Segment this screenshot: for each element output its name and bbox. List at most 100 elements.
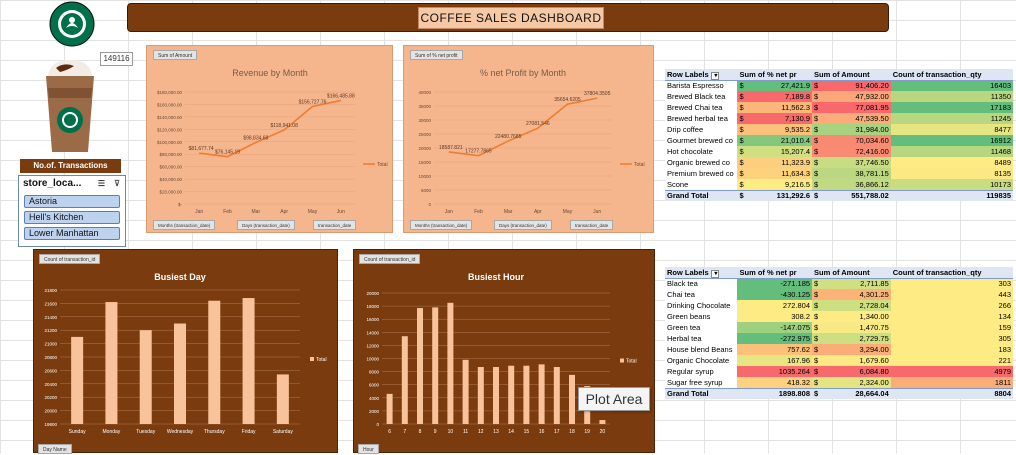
table-row[interactable]: Brewed Black tea $7,189.8 $47,932.00 11350 xyxy=(665,91,1013,102)
table-row[interactable]: Barista Espresso $27,421.9 $91,406.20 16403 xyxy=(665,80,1013,91)
amount-cell: 3,294.00 xyxy=(820,344,891,355)
filter-dropdown-icon[interactable]: ▾ xyxy=(710,269,720,277)
field-button-count-day[interactable]: Count of transaction_id xyxy=(39,254,101,264)
currency-sign: $ xyxy=(812,135,821,146)
clear-filter-icon[interactable]: ⊽ xyxy=(114,179,120,188)
net-profit-cell: 1035.264 xyxy=(737,366,813,377)
data-label: 17277.7865 xyxy=(465,149,492,155)
amount-cell: 4,301.25 xyxy=(820,289,891,300)
multi-select-icon[interactable]: ☰ xyxy=(97,179,105,188)
x-tick-label: Jan xyxy=(195,209,203,215)
table-row[interactable]: Brewed herbal tea $7,130.9 $47,539.50 11245 xyxy=(665,113,1013,124)
qty-cell: 159 xyxy=(890,322,1013,333)
busiest-day-chart[interactable]: Count of transaction_id Busiest Day 19800… xyxy=(33,249,338,454)
qty-cell: 17183 xyxy=(890,102,1013,113)
revenue-chart[interactable]: Sum of Amount Revenue by Month $- $20,000.… xyxy=(146,45,393,233)
filter-days[interactable]: Days (transaction_date) xyxy=(237,220,295,230)
amount-cell: 38,781.15 xyxy=(820,168,891,179)
table-row[interactable]: Organic Chocolate 167.96 $1,679.60 221 xyxy=(665,355,1013,366)
row-labels-header[interactable]: Row Labels ▾ xyxy=(665,267,738,279)
x-tick-label: 17 xyxy=(554,429,560,435)
row-label: Organic Chocolate xyxy=(665,355,738,366)
slicer-item-lower-manhattan[interactable]: Lower Manhattan xyxy=(24,227,120,240)
table-row[interactable]: Drinking Chocolate 272.804 $2,728.04 266 xyxy=(665,300,1013,311)
chart-title: Revenue by Month xyxy=(232,68,308,78)
filter-months[interactable]: Months (transaction_date) xyxy=(153,220,216,230)
title-bar: COFFEE SALES DASHBOARD xyxy=(127,3,889,32)
y-tick-label: 21200 xyxy=(44,328,57,333)
y-tick-label: 2000 xyxy=(369,409,380,414)
qty-cell: 221 xyxy=(890,355,1013,366)
y-tick-label: $140,000.00 xyxy=(157,115,183,120)
table-row[interactable]: Brewed Chai tea $11,562.3 $77,081.95 17183 xyxy=(665,102,1013,113)
table-row[interactable]: Sugar free syrup 418.32 $2,324.00 1811 xyxy=(665,377,1013,388)
field-button-count-hour[interactable]: Count of transaction_id xyxy=(359,254,421,264)
amount-cell: 2,728.04 xyxy=(820,300,891,311)
net-profit-cell: 418.32 xyxy=(737,377,813,388)
y-tick-label: 25000 xyxy=(418,132,431,137)
slicer-item-astoria[interactable]: Astoria xyxy=(24,195,120,208)
filter-date[interactable]: transaction_date xyxy=(313,220,357,230)
table-row[interactable]: Premium brewed co $11,634.3 $38,781.15 8135 xyxy=(665,168,1013,179)
legend-label: Total xyxy=(316,357,327,363)
table-row[interactable]: Green tea -147.075 $1,470.75 159 xyxy=(665,322,1013,333)
row-labels-header[interactable]: Row Labels ▾ xyxy=(665,69,738,81)
pivot-table-beans[interactable]: Row Labels ▾ Sum of % net pr Sum of Amount… xyxy=(665,267,1013,399)
y-tick-label: 5000 xyxy=(421,188,432,193)
filter-months[interactable]: Months (transaction_date) xyxy=(410,220,473,230)
net-profit-cell: 11,323.9 xyxy=(743,157,813,168)
field-button-sum-amount[interactable]: Sum of Amount xyxy=(153,50,198,60)
qty-cell: 10173 xyxy=(890,179,1013,190)
table-row[interactable]: Gourmet brewed co $21,010.4 $70,034.60 1691… xyxy=(665,135,1013,146)
table-row[interactable]: House blend Beans 757.62 $3,294.00 183 xyxy=(665,344,1013,355)
currency-sign: $ xyxy=(812,157,821,168)
filter-date[interactable]: transaction_date xyxy=(570,220,614,230)
net-profit-cell: 21,010.4 xyxy=(743,135,813,146)
table-row[interactable]: Chai tea -430.125 $4,301.25 443 xyxy=(665,289,1013,300)
net-profit-cell: 167.96 xyxy=(737,355,813,366)
field-button-net-profit[interactable]: Sum of % net profit xyxy=(410,50,463,60)
transaction-count-value: 149116 xyxy=(100,52,133,66)
x-tick-label: Feb xyxy=(474,209,483,215)
pivot-table-products[interactable]: Row Labels ▾ Sum of % net pr Sum of Amount… xyxy=(665,69,1013,201)
sum-net-profit-header: Sum of % net pr xyxy=(737,69,813,81)
store-location-slicer: store_loca... ☰ ⊽ Astoria Hell's Kitchen… xyxy=(18,175,126,247)
bar-13 xyxy=(493,367,499,424)
dashboard-title[interactable]: COFFEE SALES DASHBOARD xyxy=(418,7,604,29)
currency-sign: $ xyxy=(737,168,744,179)
row-label: House blend Beans xyxy=(665,344,738,355)
currency-sign: $ xyxy=(737,135,744,146)
net-profit-cell: 11,562.3 xyxy=(743,102,813,113)
currency-sign: $ xyxy=(737,102,744,113)
bar-9 xyxy=(432,307,439,424)
filter-days[interactable]: Days (transaction_date) xyxy=(494,220,552,230)
currency-sign: $ xyxy=(812,91,821,102)
data-label: $98,834.68 xyxy=(243,136,268,142)
table-row[interactable]: Scone $9,216.5 $36,866.12 10173 xyxy=(665,179,1013,190)
chart-title: Busiest Hour xyxy=(468,272,525,282)
bar-6 xyxy=(386,393,393,424)
filter-dropdown-icon[interactable]: ▾ xyxy=(710,71,720,79)
profit-chart[interactable]: Sum of % net profit % net Profit by Mont… xyxy=(403,45,654,233)
x-tick-label: Jun xyxy=(337,209,345,215)
slicer-item-hells-kitchen[interactable]: Hell's Kitchen xyxy=(24,211,120,224)
table-row[interactable]: Regular syrup 1035.264 $6,084.80 4979 xyxy=(665,366,1013,377)
row-label: Scone xyxy=(665,179,738,190)
x-tick-label: 7 xyxy=(403,429,406,435)
x-tick-label: Saturday xyxy=(273,429,294,435)
table-row[interactable]: Hot chocolate $15,207.4 $72,416.00 11468 xyxy=(665,146,1013,157)
table-row[interactable]: Green beans 308.2 $1,340.00 134 xyxy=(665,311,1013,322)
net-profit-cell: -430.125 xyxy=(737,289,813,300)
table-row[interactable]: Black tea -271.185 $2,711.85 303 xyxy=(665,278,1013,289)
table-row[interactable]: Drip coffee $9,535.2 $31,984.00 8477 xyxy=(665,124,1013,135)
table-row[interactable]: Herbal tea -272.975 $2,729.75 305 xyxy=(665,333,1013,344)
row-label: Herbal tea xyxy=(665,333,738,344)
busiest-hour-chart[interactable]: Count of transaction_id Busiest Hour 0 200… xyxy=(353,249,655,454)
currency-sign: $ xyxy=(812,333,821,344)
currency-sign: $ xyxy=(737,157,744,168)
x-tick-label: Sunday xyxy=(69,429,86,435)
y-tick-label: 21800 xyxy=(44,288,57,293)
pivot-header-row: Row Labels ▾ Sum of % net pr Sum of Amount… xyxy=(665,267,1013,279)
table-row[interactable]: Organic brewed co $11,323.9 $37,746.50 8489 xyxy=(665,157,1013,168)
amount-cell: 1,679.60 xyxy=(820,355,891,366)
